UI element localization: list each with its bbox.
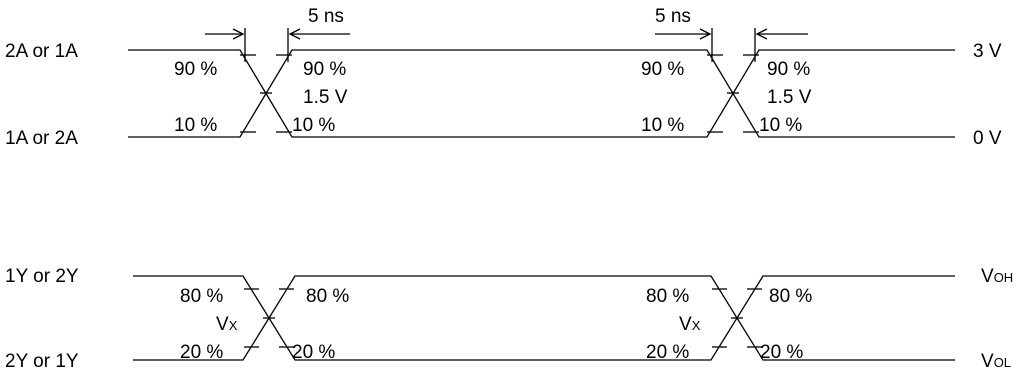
out-edge1-pct-low-left: 20 % xyxy=(180,342,223,363)
edge2-pct-high-right: 90 % xyxy=(767,59,810,80)
out-edge1-mid-main: V xyxy=(216,314,229,335)
out-edge2-pct-low-right: 20 % xyxy=(760,342,803,363)
arrow-edge1-right xyxy=(288,28,350,40)
edge1-pct-low-left: 10 % xyxy=(174,115,217,136)
input-level-low: 0 V xyxy=(973,128,1002,149)
out-edge2-mid-label: VX xyxy=(679,314,701,335)
output-level-low-sub: OL xyxy=(994,355,1011,370)
edge2-mid-label: 1.5 V xyxy=(767,87,812,108)
edge2-pct-low-left: 10 % xyxy=(641,115,684,136)
output-tick-marks xyxy=(244,288,762,348)
out-edge1-mid-label: VX xyxy=(216,314,238,335)
out-edge1-pct-high-right: 80 % xyxy=(306,286,349,307)
output-waveform-b xyxy=(133,275,955,361)
edge2-pct-low-right: 10 % xyxy=(759,115,802,136)
input-signal-high-label: 2A or 1A xyxy=(5,41,78,62)
out-edge2-pct-high-right: 80 % xyxy=(769,286,812,307)
output-level-low: VOL xyxy=(981,351,1011,372)
edge1-mid-label: 1.5 V xyxy=(303,87,348,108)
input-tick-marks xyxy=(240,54,759,133)
input-signal-low-label: 1A or 2A xyxy=(5,128,78,149)
out-edge1-pct-low-right: 20 % xyxy=(292,342,335,363)
edge1-pct-high-left: 90 % xyxy=(174,59,217,80)
input-waveform-b xyxy=(128,49,955,138)
out-edge1-pct-high-left: 80 % xyxy=(180,286,223,307)
input-level-high: 3 V xyxy=(973,41,1002,62)
output-level-low-main: V xyxy=(981,351,994,372)
edge2-pct-high-left: 90 % xyxy=(641,59,684,80)
edge2-time-label: 5 ns xyxy=(655,6,691,27)
out-edge2-pct-high-left: 80 % xyxy=(646,286,689,307)
output-signal-high-label: 1Y or 2Y xyxy=(5,266,79,287)
input-waveform-a xyxy=(128,49,955,138)
output-waveform-a xyxy=(133,275,955,361)
edge1-pct-low-right: 10 % xyxy=(292,115,335,136)
output-signal-low-label: 2Y or 1Y xyxy=(5,351,79,372)
out-edge1-mid-sub: X xyxy=(229,318,238,333)
edge1-time-label: 5 ns xyxy=(308,6,344,27)
output-level-high-sub: OH xyxy=(994,270,1014,285)
arrow-edge2-right xyxy=(755,28,808,40)
out-edge2-mid-main: V xyxy=(679,314,692,335)
arrow-edge1-left xyxy=(205,28,245,40)
out-edge2-mid-sub: X xyxy=(692,318,701,333)
arrow-edge2-left xyxy=(655,28,712,40)
output-level-high: VOH xyxy=(981,266,1013,287)
output-level-high-main: V xyxy=(981,266,994,287)
out-edge2-pct-low-left: 20 % xyxy=(646,342,689,363)
edge1-pct-high-right: 90 % xyxy=(303,59,346,80)
